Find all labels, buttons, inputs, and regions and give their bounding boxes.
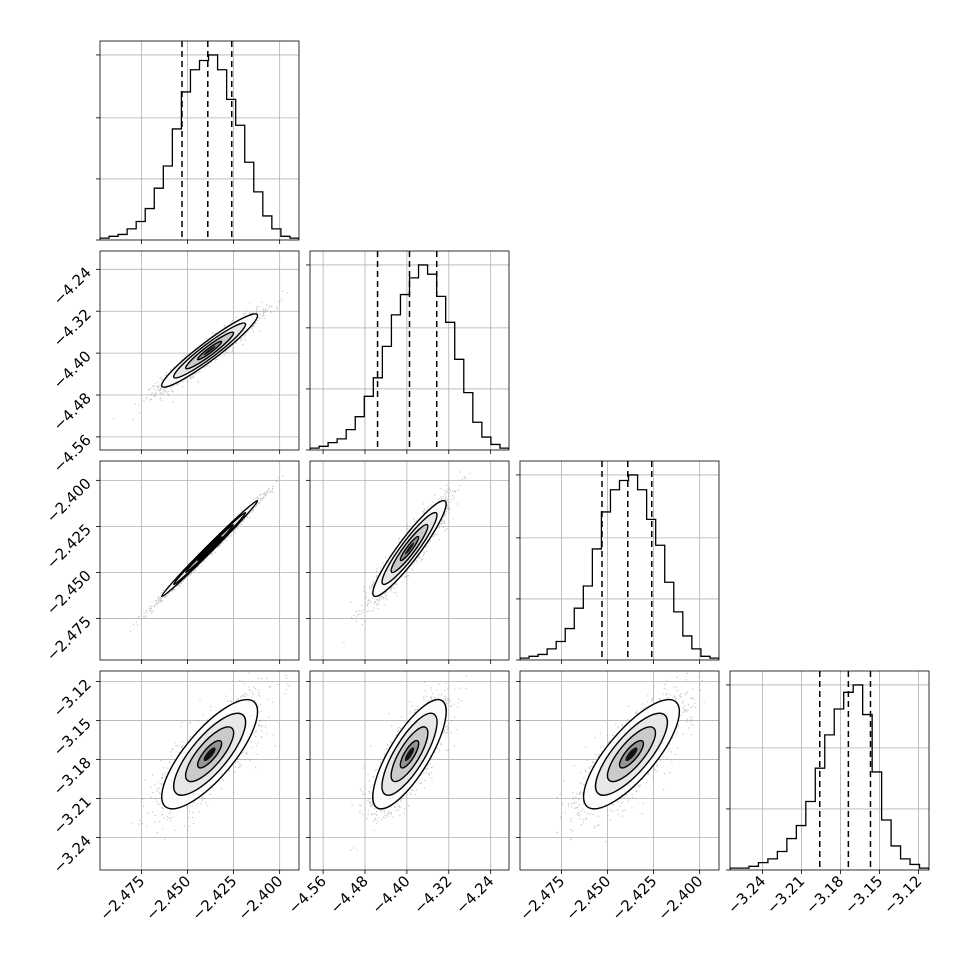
panel-frame [309,460,510,661]
panel-1-0 [100,251,299,450]
y-tick-label: −4.48 [50,389,95,434]
hist-panel-2 [520,461,719,660]
x-tick-label: −3.15 [841,872,886,917]
x-tick-label: −4.40 [368,872,413,917]
panel-frame [99,460,300,661]
panel-frame [519,670,720,871]
x-tick-label: −4.32 [410,872,455,917]
y-tick-label: −3.24 [50,832,95,877]
panel-frame [729,670,930,871]
panel-3-0 [100,671,299,870]
hist-panel-3 [730,671,929,870]
x-tick-label: −2.400 [234,872,286,924]
hist-panel-0 [100,41,299,240]
hist-panel-1 [310,251,509,450]
histogram [520,474,719,660]
panel-frame [309,250,510,451]
x-tick-label: −3.12 [880,872,925,917]
panel-3-1 [310,671,509,870]
x-tick-label: −4.56 [285,872,330,917]
x-tick-label: −3.18 [802,872,847,917]
panel-3-2 [520,671,719,870]
y-tick-label: −4.56 [50,431,95,476]
y-tick-label: −2.425 [43,521,95,573]
x-tick-label: −4.48 [327,872,372,917]
y-tick-label: −3.21 [50,793,95,838]
density-peak [203,345,216,356]
y-tick-label: −3.12 [50,676,95,721]
x-tick-label: −2.425 [188,872,240,924]
x-tick-label: −2.400 [654,872,706,924]
density-peak [203,542,216,555]
y-tick-label: −2.450 [43,567,95,619]
y-tick-label: −3.15 [50,715,95,760]
y-tick-label: −4.32 [50,305,95,350]
x-tick-label: −2.475 [516,872,568,924]
density-peak [404,747,415,762]
x-tick-label: −3.24 [724,872,769,917]
density-peak [404,542,415,555]
panel-frame [99,40,300,241]
panel-frame [99,670,300,871]
x-tick-label: −3.21 [763,872,808,917]
panel-frame [309,670,510,871]
x-tick-label: −2.450 [562,872,614,924]
y-tick-label: −4.24 [50,263,95,308]
x-tick-label: −2.475 [96,872,148,924]
y-tick-label: −2.475 [43,613,95,665]
y-tick-label: −2.400 [43,474,95,526]
x-tick-label: −2.425 [608,872,660,924]
panel-2-1 [310,461,509,660]
panel-frame [519,460,720,661]
histogram [730,684,929,870]
y-tick-label: −4.40 [50,347,95,392]
panel-frame [99,250,300,451]
density-peak [625,747,638,762]
x-tick-label: −2.450 [142,872,194,924]
density-peak [203,747,216,762]
panel-2-0 [100,461,299,660]
histogram [100,54,299,240]
x-tick-label: −4.24 [452,872,497,917]
y-tick-label: −3.18 [50,754,95,799]
